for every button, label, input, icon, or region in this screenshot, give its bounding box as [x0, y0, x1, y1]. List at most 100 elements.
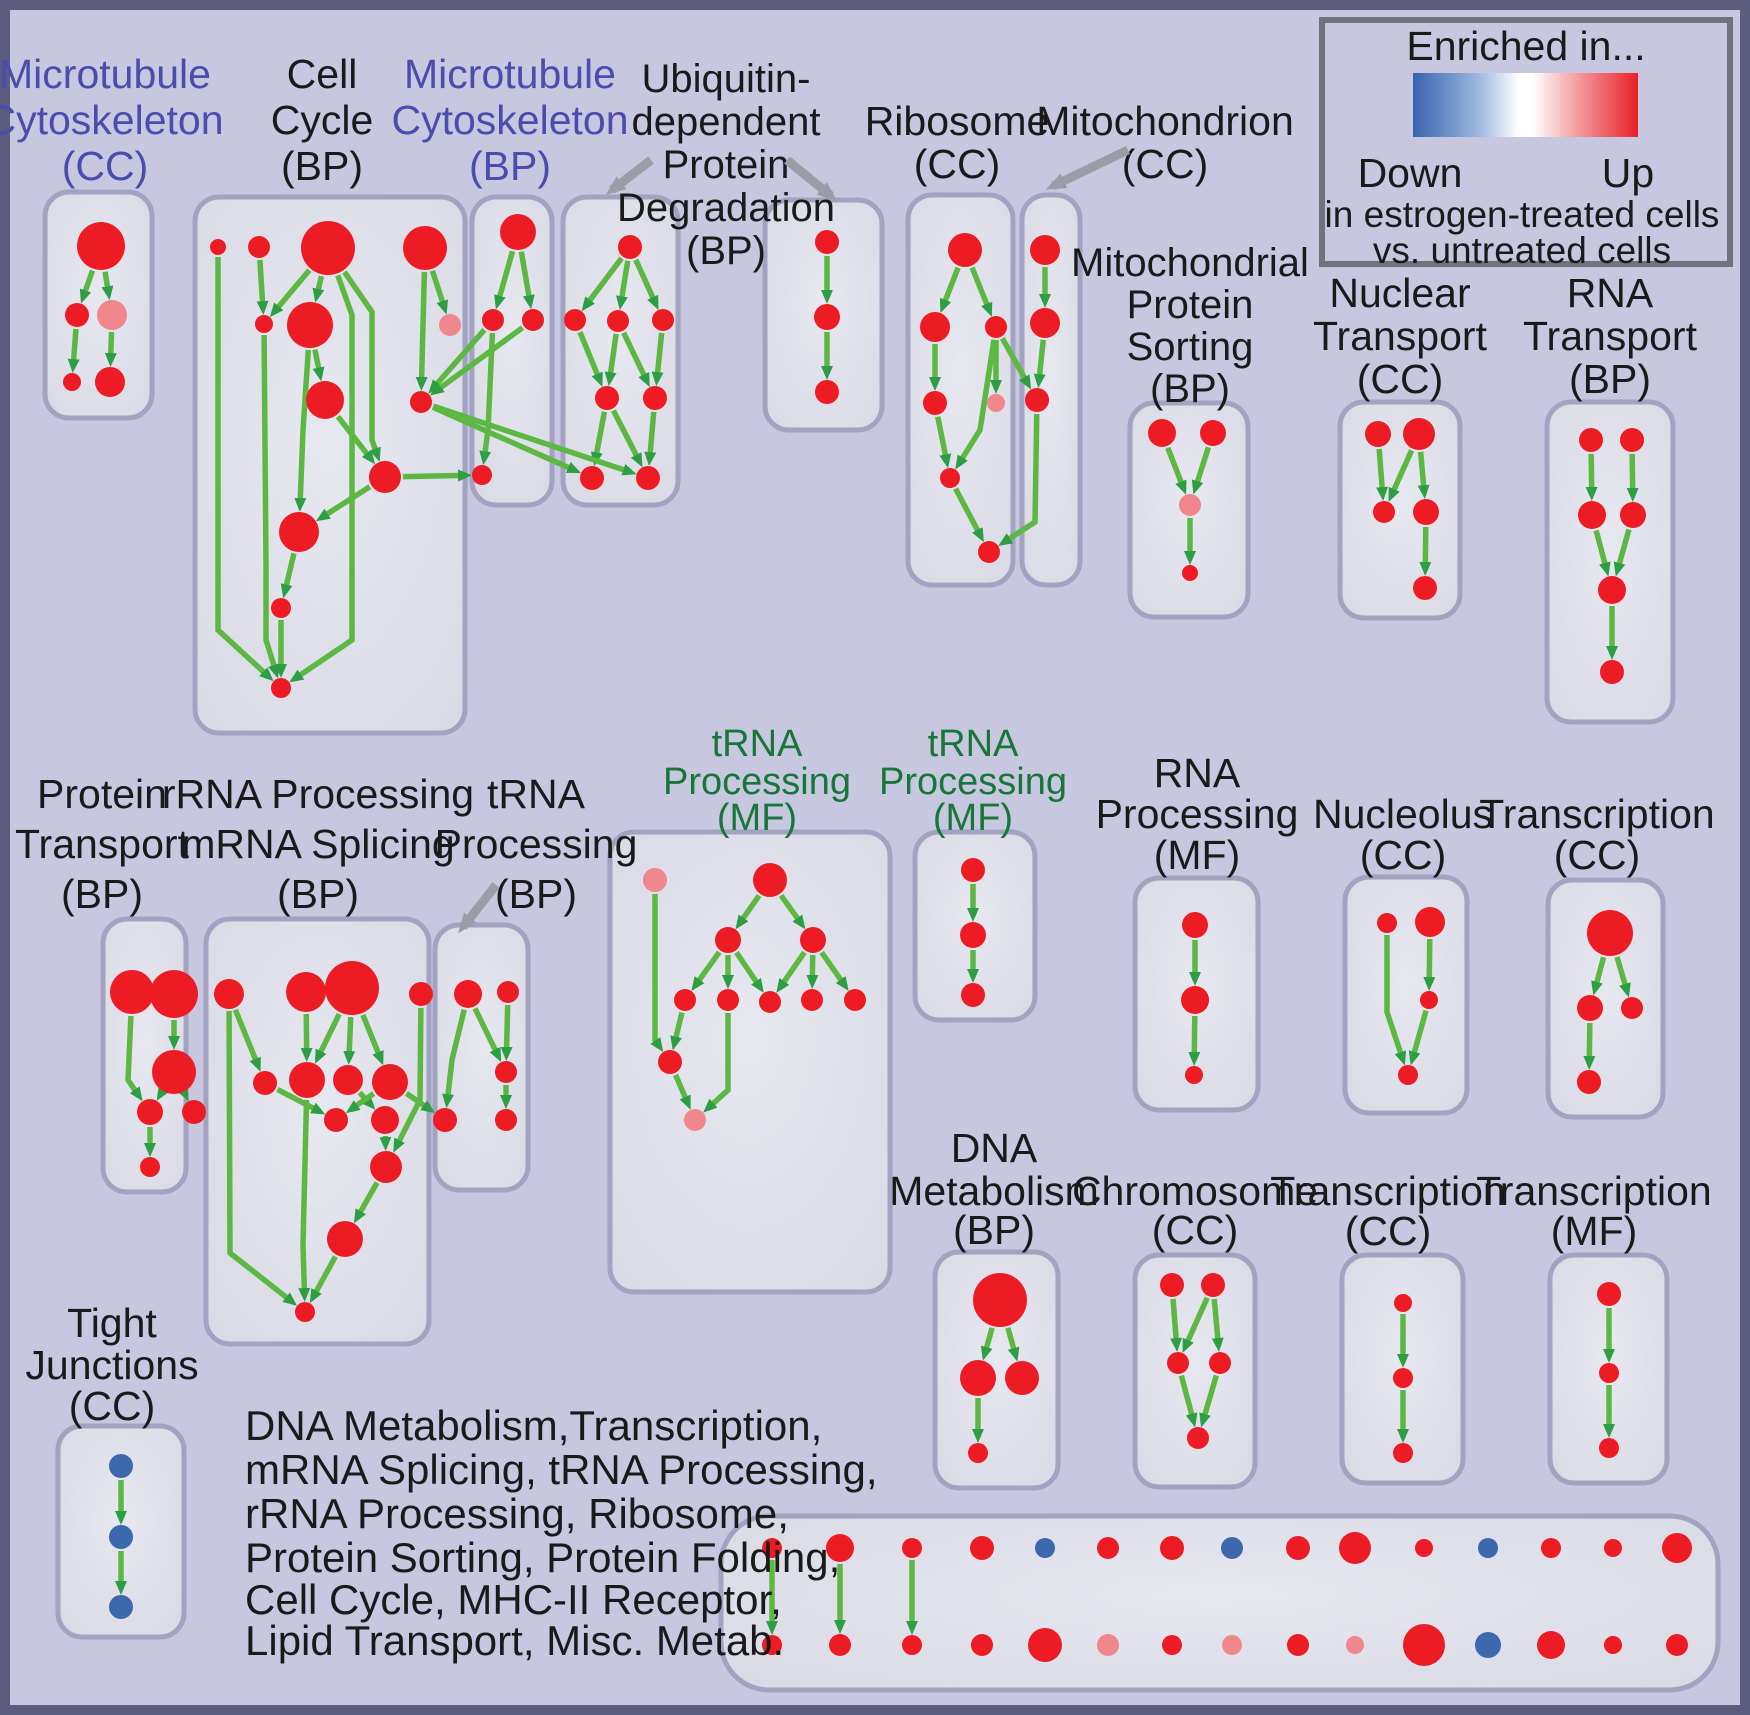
cluster-label-chromosome-line2: (CC)	[1152, 1207, 1239, 1253]
legend-subtitle-line1: in estrogen-treated cells	[1325, 194, 1720, 235]
cluster-label-nucleolus-line1: Nucleolus	[1313, 791, 1493, 837]
edge-mt_bp-top-ml	[494, 250, 516, 310]
node-cell_cycle-n5	[255, 315, 273, 333]
node-tight_junctions-a	[109, 1454, 133, 1478]
node-strip-col4-bottom	[971, 1634, 993, 1656]
node-ubiquitin-v3	[815, 380, 839, 404]
edge-cell_cycle-n2-n5	[256, 259, 269, 316]
node-cell_cycle-n11	[279, 512, 319, 552]
edge-ubiquitin-u2-u5	[577, 330, 603, 387]
cluster-label-rrna-line3: (BP)	[277, 871, 359, 917]
cluster-label-tight_junctions-line1: Tight	[67, 1300, 157, 1346]
cluster-label-transcription_cc_mid-line1: Transcription	[1479, 791, 1714, 837]
edge-cell_cycle-n8-n10	[335, 414, 376, 465]
node-strip-col2-top	[826, 1534, 854, 1562]
cluster-label-ribosome-line2: (CC)	[914, 141, 1001, 187]
edge-chromosome-c-e	[1178, 1374, 1198, 1428]
edge-ribosome-r6-r7	[953, 487, 984, 543]
node-strip-col8-bottom	[1222, 1635, 1242, 1655]
node-rna_transport-d	[1620, 502, 1646, 528]
edge-cell_cycle-n6-n11	[294, 349, 312, 513]
node-chromosome-a	[1160, 1273, 1184, 1297]
edge-rrna-q3-q7	[343, 1016, 356, 1066]
cluster-label-transcription_cc_bot-line2: (CC)	[1345, 1208, 1432, 1254]
node-dna_met-a	[973, 1273, 1027, 1327]
cluster-label-trna_mf_small-line2: Processing	[879, 761, 1067, 803]
edge-ubiquitin-u1-u4	[633, 258, 659, 310]
edge-cross-ribosome-r3-mitochondrion-m3	[999, 336, 1032, 390]
annotation-line2: mRNA Splicing, tRNA Processing,	[245, 1446, 878, 1493]
node-trna_bp-s3	[495, 1061, 517, 1083]
edge-ribosome-r1-r3	[969, 266, 993, 317]
node-chromosome-b	[1201, 1273, 1225, 1297]
edge-trna_mf_big-mr-b3	[776, 950, 807, 993]
cluster-label-rna_transport-line1: RNA	[1567, 270, 1654, 316]
pointer-arrow-ubiquitin-to-right-box	[784, 156, 838, 202]
edge-nuclear_transport-a-c	[1376, 448, 1389, 502]
cluster-label-protein_transport-line1: Protein	[37, 771, 167, 817]
node-ribosome-r2	[920, 312, 950, 342]
node-protein_transport-p4	[137, 1099, 163, 1125]
cluster-label-rrna-line1: rRNA Processing	[162, 771, 474, 817]
node-rrna-q14	[295, 1302, 315, 1322]
node-rrna-q1	[214, 979, 244, 1009]
edge-rna_transport-b-d	[1626, 453, 1639, 503]
edge-ribosome-r1-r2	[939, 266, 961, 314]
node-rna_transport-e	[1598, 576, 1626, 604]
edge-cell_cycle-n3-n13	[289, 274, 355, 683]
cluster-box-rrna	[203, 916, 432, 1347]
node-trna_mf_small-h3	[961, 983, 985, 1007]
node-strip-col2-bottom	[829, 1634, 851, 1656]
node-strip-col6-top	[1097, 1537, 1119, 1559]
node-mitochondrion-m3	[1025, 388, 1049, 412]
cluster-label-mt_cc-line1: Microtubule	[0, 51, 211, 97]
node-cell_cycle-n3	[301, 221, 355, 275]
edge-cross-mt_bp-mr-cell_cycle-n9	[429, 325, 525, 396]
node-rrna-q4	[409, 982, 433, 1006]
edge-mt_cc-c-e	[104, 331, 117, 368]
cluster-box-trna_mf_big	[607, 829, 893, 1295]
node-trna_mf_big-b2	[717, 989, 739, 1011]
edge-cross-cell_cycle-n9-ubiquitin-u7	[431, 404, 582, 474]
cluster-label-ubiquitin-line3: Protein	[663, 143, 790, 187]
cluster-label-trna_bp-line2: Processing	[435, 821, 638, 867]
cluster-box-misc-strip	[718, 1513, 1721, 1693]
node-ubiquitin-u3	[607, 310, 629, 332]
node-strip-col5-bottom	[1028, 1628, 1062, 1662]
edge-cell_cycle-n4-n7	[429, 269, 448, 315]
edge-transcription_cc_mid-a-c	[1614, 956, 1631, 998]
cluster-label-nuclear_transport-line2: Transport	[1313, 313, 1488, 359]
cluster-label-rna_proc_mf-line1: RNA	[1154, 750, 1241, 796]
node-chromosome-e	[1187, 1427, 1209, 1449]
node-chromosome-d	[1209, 1352, 1231, 1374]
node-mito_sorting-s1	[1148, 419, 1176, 447]
edge-nuclear_transport-b-d	[1417, 451, 1430, 500]
cluster-box-chromosome	[1132, 1252, 1258, 1490]
edge-cross-rrna-q8-trna_bp-s4	[404, 1091, 436, 1114]
edge-trna_mf_big-lo-pk2	[673, 1073, 691, 1110]
node-mito_sorting-s3	[1179, 494, 1201, 516]
node-rrna-q9	[324, 1108, 348, 1132]
cluster-label-mito_sorting-line3: Sorting	[1127, 325, 1254, 369]
node-cell_cycle-n13	[271, 678, 291, 698]
cluster-label-trna_mf_big-line2: Processing	[663, 761, 851, 803]
node-transcription_mf-c	[1599, 1438, 1619, 1458]
node-ubiquitin-v2	[814, 304, 840, 330]
edge-ubiquitin-u6-u8	[644, 411, 657, 467]
cluster-label-dna_met-line3: (BP)	[953, 1207, 1035, 1253]
node-strip-col15-bottom	[1666, 1634, 1688, 1656]
node-ribosome-r3	[985, 316, 1007, 338]
node-transcription_cc_bot-b	[1393, 1368, 1413, 1388]
edge-trna_mf_big-pk1-lo	[650, 894, 664, 1053]
node-rna_transport-a	[1579, 428, 1603, 452]
edge-ubiquitin-u5-u7	[590, 411, 608, 467]
cluster-label-ubiquitin-line4: Degradation	[617, 186, 835, 230]
annotation-line5: Cell Cycle, MHC-II Receptor,	[245, 1576, 782, 1623]
edge-mt_cc-a-b	[79, 269, 96, 304]
edge-ribosome-r4-r6	[935, 416, 952, 469]
edge-cross-cell_cycle-n10-mt_bp-bot	[402, 469, 473, 482]
node-dna_met-d	[968, 1443, 988, 1463]
edges-layer	[67, 250, 1639, 1635]
node-rrna-q12	[370, 1151, 402, 1183]
